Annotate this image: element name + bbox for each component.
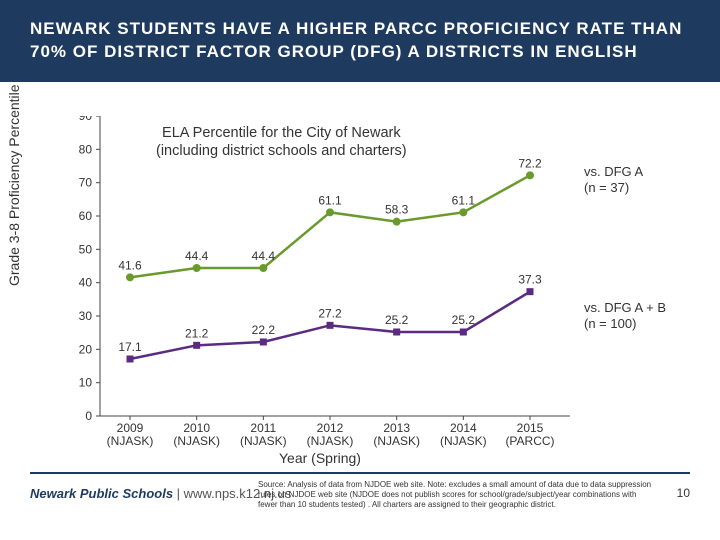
svg-text:25.2: 25.2: [385, 313, 409, 327]
y-axis-title: Grade 3-8 Proficiency Percentile: [6, 84, 22, 286]
svg-text:2010(NJASK): 2010(NJASK): [173, 421, 220, 448]
svg-text:22.2: 22.2: [252, 323, 276, 337]
svg-text:2009(NJASK): 2009(NJASK): [107, 421, 154, 448]
footer-source: Source: Analysis of data from NJDOE web …: [258, 480, 656, 510]
svg-text:20: 20: [79, 342, 93, 356]
footer-sep: |: [173, 486, 184, 501]
svg-text:2015(PARCC): 2015(PARCC): [505, 421, 554, 448]
svg-text:27.2: 27.2: [318, 306, 342, 320]
svg-text:60: 60: [79, 209, 93, 223]
svg-text:17.1: 17.1: [118, 340, 142, 354]
svg-text:72.2: 72.2: [518, 156, 542, 170]
x-axis-title: Year (Spring): [70, 450, 570, 466]
svg-text:41.6: 41.6: [118, 258, 142, 272]
svg-text:37.3: 37.3: [518, 273, 542, 287]
svg-text:50: 50: [79, 242, 93, 256]
footer-rule: [30, 472, 690, 474]
svg-text:40: 40: [79, 276, 93, 290]
footer-left: Newark Public Schools | www.nps.k12.nj.u…: [30, 486, 291, 501]
legend-dfg-ab-l2: (n = 100): [584, 316, 636, 331]
svg-text:90: 90: [79, 116, 93, 123]
slide-footer: Newark Public Schools | www.nps.k12.nj.u…: [0, 472, 720, 540]
svg-text:2011(NJASK): 2011(NJASK): [240, 421, 287, 448]
chart-area: Grade 3-8 Proficiency Percentile ELA Per…: [0, 106, 720, 472]
legend-dfg-ab-l1: vs. DFG A + B: [584, 300, 666, 315]
svg-text:2013(NJASK): 2013(NJASK): [373, 421, 420, 448]
svg-text:0: 0: [85, 409, 92, 423]
svg-text:70: 70: [79, 176, 93, 190]
svg-text:44.4: 44.4: [185, 249, 209, 263]
svg-text:30: 30: [79, 309, 93, 323]
footer-page: 10: [677, 486, 690, 500]
svg-text:25.2: 25.2: [452, 313, 476, 327]
chart-svg: 0 10 20 30 40 50 60 70 80 90 2009(NJASK) 2010(NJASK…: [70, 116, 570, 456]
svg-text:61.1: 61.1: [452, 193, 476, 207]
svg-text:80: 80: [79, 142, 93, 156]
chart-plot: 01020304050607080902009(NJASK)2010(NJASK…: [70, 116, 570, 416]
svg-text:21.2: 21.2: [185, 326, 209, 340]
svg-text:2014(NJASK): 2014(NJASK): [440, 421, 487, 448]
legend-dfg-a-l1: vs. DFG A: [584, 164, 643, 179]
slide-title: NEWARK STUDENTS HAVE A HIGHER PARCC PROF…: [30, 19, 682, 61]
slide-header: NEWARK STUDENTS HAVE A HIGHER PARCC PROF…: [0, 0, 720, 82]
svg-text:58.3: 58.3: [385, 203, 409, 217]
svg-text:61.1: 61.1: [318, 193, 342, 207]
legend-dfg-a: vs. DFG A (n = 37): [584, 164, 643, 195]
legend-dfg-ab: vs. DFG A + B (n = 100): [584, 300, 666, 331]
svg-text:2012(NJASK): 2012(NJASK): [307, 421, 354, 448]
svg-text:44.4: 44.4: [252, 249, 276, 263]
legend-dfg-a-l2: (n = 37): [584, 180, 629, 195]
footer-org: Newark Public Schools: [30, 486, 173, 501]
svg-text:10: 10: [79, 376, 93, 390]
